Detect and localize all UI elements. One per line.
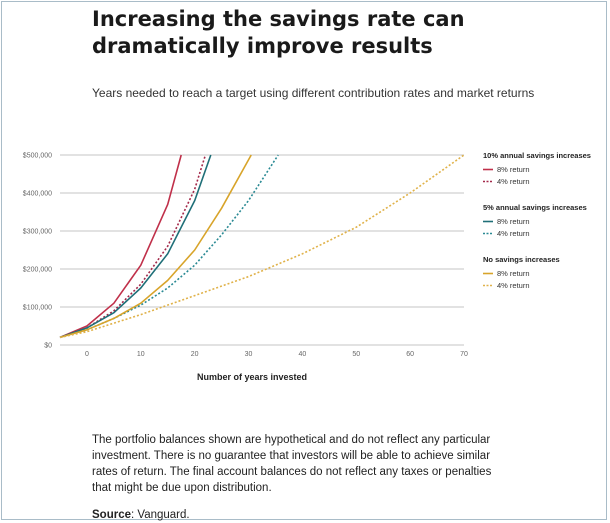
legend-entry: 4% return xyxy=(497,229,530,238)
x-tick-label: 40 xyxy=(299,351,307,358)
x-tick-label: 30 xyxy=(245,351,253,358)
x-tick-label: 50 xyxy=(352,351,360,358)
legend-entry: 4% return xyxy=(497,281,530,290)
legend-entry: 8% return xyxy=(497,165,530,174)
y-tick-label: $200,000 xyxy=(23,267,52,274)
y-tick-label: $400,000 xyxy=(23,191,52,198)
legend-group-title: 5% annual savings increases xyxy=(483,203,587,212)
chart-subtitle: Years needed to reach a target using dif… xyxy=(92,86,535,100)
series-line xyxy=(59,154,252,339)
source-value: : Vanguard. xyxy=(131,509,190,521)
x-axis-label: Number of years invested xyxy=(197,372,307,382)
x-tick-label: 70 xyxy=(460,351,468,358)
line-chart: $0 $100,000 $200,000 $300,000 $400,000 $500,0… xyxy=(23,151,591,382)
source-note: Source: Vanguard. xyxy=(92,508,190,522)
page-title: Increasing the savings rate can dramatic… xyxy=(92,7,465,58)
legend-group-title: 10% annual savings increases xyxy=(483,151,591,160)
x-tick-label: 0 xyxy=(85,351,89,358)
series-line xyxy=(59,154,465,339)
series-line xyxy=(59,154,212,339)
disclaimer-text: The portfolio balances shown are hypothe… xyxy=(92,434,492,494)
y-tick-label: $500,000 xyxy=(23,153,52,160)
legend-group-title: No savings increases xyxy=(483,255,560,264)
legend-entry: 4% return xyxy=(497,177,530,186)
y-tick-label: $300,000 xyxy=(23,229,52,236)
series-line xyxy=(59,154,207,339)
x-tick-label: 10 xyxy=(137,351,145,358)
y-tick-label: $100,000 xyxy=(23,305,52,312)
x-tick-label: 20 xyxy=(191,351,199,358)
series-line xyxy=(59,154,182,339)
series-line xyxy=(59,154,279,339)
x-tick-label: 60 xyxy=(406,351,414,358)
source-label: Source xyxy=(92,509,131,521)
legend-entry: 8% return xyxy=(497,269,530,278)
y-tick-label: $0 xyxy=(44,343,52,350)
legend-entry: 8% return xyxy=(497,217,530,226)
